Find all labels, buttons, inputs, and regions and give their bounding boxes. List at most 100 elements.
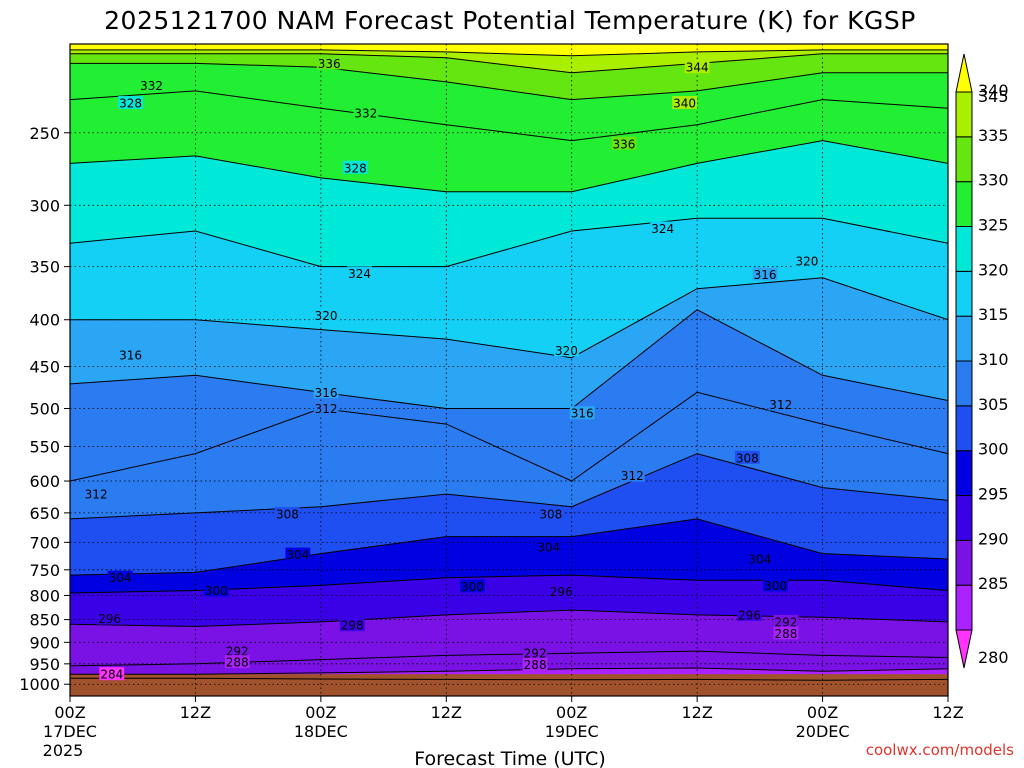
contour-label-296: 296 [550, 585, 573, 599]
contour-label-320: 320 [795, 254, 818, 268]
x-tick-year: 2025 [43, 741, 84, 760]
x-tick-label: 00Z [807, 703, 838, 722]
isentrope-320 [70, 277, 948, 359]
contour-labels: 336 344 332 340 332 328 336 328 324 320 324 316 320 3… [83, 56, 820, 682]
y-tick-label: 300 [29, 196, 60, 215]
credit-link[interactable]: coolwx.com/models [866, 741, 1014, 759]
y-tick-label: 250 [29, 124, 60, 143]
contour-label-bg [752, 267, 778, 281]
colorbar-swatch-340 [955, 91, 973, 138]
colorbar-bottom-arrow [955, 629, 973, 669]
band-298 [70, 575, 948, 627]
colorbar-label: 330 [978, 171, 1009, 190]
y-tick-label: 800 [29, 586, 60, 605]
contour-label-bg [83, 487, 109, 501]
colorbar-label: 300 [978, 440, 1009, 459]
contour-label-296: 296 [738, 608, 761, 622]
contour-label-bg [339, 618, 365, 632]
contour-label-bg [203, 583, 229, 597]
colorbar-label: 320 [978, 260, 1009, 279]
contour-label-304: 304 [286, 548, 309, 562]
contour-label-bg [522, 646, 548, 660]
contour-label-288: 288 [775, 627, 798, 641]
band-310 [70, 392, 948, 519]
colorbar-label: 280 [978, 648, 1009, 667]
theta-color-bands [70, 44, 948, 696]
colorbar-label: 345 [978, 87, 1009, 106]
colorbar-swatch-300 [955, 450, 973, 496]
contour-label-328: 328 [119, 97, 142, 111]
band-302 [70, 518, 948, 593]
isentrope-324 [70, 217, 948, 268]
contour-label-284: 284 [100, 668, 123, 682]
contour-label-320: 320 [555, 344, 578, 358]
colorbar-label: 335 [978, 126, 1009, 145]
x-tick-label: 12Z [431, 703, 462, 722]
ground-layer [70, 674, 948, 696]
contour-label-bg [313, 401, 339, 415]
contour-label-bg [672, 96, 697, 110]
band-314 [70, 309, 948, 481]
contour-label-336: 336 [613, 137, 636, 151]
contour-label-bg [650, 221, 676, 235]
y-tick-label: 1000 [19, 675, 60, 694]
contour-label-bg [794, 253, 820, 267]
contour-label-bg [768, 397, 794, 411]
x-tick-label: 12Z [681, 703, 712, 722]
contour-label-320: 320 [315, 309, 338, 323]
contour-label-bg [139, 78, 164, 92]
isentrope-328 [70, 140, 948, 193]
y-tick-label: 650 [29, 504, 60, 523]
band-334 [70, 63, 948, 141]
x-tick-date: 19DEC [545, 722, 599, 741]
chart-title: 2025121700 NAM Forecast Potential Temper… [104, 6, 916, 35]
contour-label-bg [460, 579, 485, 593]
y-tick-label: 750 [29, 561, 60, 580]
contour-label-bg [347, 266, 372, 280]
isentrope-288 [70, 667, 948, 675]
y-tick-label: 950 [29, 655, 60, 674]
colorbar-label: 310 [978, 350, 1009, 369]
band-330 [70, 90, 948, 192]
contour-label-bg [763, 578, 788, 592]
contour-label-bg [353, 106, 379, 120]
x-tick-label: 12Z [180, 703, 211, 722]
contour-label-288: 288 [524, 658, 547, 672]
isentrope-308 [70, 453, 948, 520]
contour-label-316: 316 [315, 386, 338, 400]
colorbar-swatch-285 [955, 584, 973, 631]
colorbar-swatch-310 [955, 360, 973, 407]
contour-label-300: 300 [205, 584, 228, 598]
contour-label-bg [522, 657, 548, 671]
band-326 [70, 140, 948, 267]
contour-label-344: 344 [686, 61, 709, 75]
band-322 [70, 218, 948, 358]
isentrope-332 [70, 90, 948, 142]
contour-label-bg [118, 347, 144, 361]
plot-frame [69, 43, 949, 697]
x-tick-date: 20DEC [796, 722, 850, 741]
contour-label-bg [224, 655, 250, 669]
isentrope-336 [70, 62, 948, 101]
contour-label-298: 298 [341, 619, 364, 633]
contour-label-312: 312 [769, 398, 792, 412]
colorbar-label: 315 [978, 305, 1009, 324]
colorbar-label: 325 [978, 216, 1009, 235]
colorbar-label: 295 [978, 485, 1009, 504]
y-tick-label: 350 [29, 258, 60, 277]
contour-label-316: 316 [571, 407, 594, 421]
contour-label-304: 304 [748, 553, 771, 567]
contour-label-288: 288 [226, 656, 249, 670]
x-axis-label: Forecast Time (UTC) [414, 748, 605, 768]
contour-label-300: 300 [764, 579, 787, 593]
x-tick-label: 12Z [932, 703, 963, 722]
contour-label-336: 336 [318, 57, 341, 71]
contour-label-bg [611, 136, 637, 150]
x-tick-date: 17DEC [43, 722, 97, 741]
contour-label-bg [342, 160, 368, 174]
contour-label-292: 292 [775, 615, 798, 629]
isentrope-296 [70, 609, 948, 628]
colorbar-swatch-325 [955, 226, 973, 272]
contour-label-bg [554, 343, 579, 357]
